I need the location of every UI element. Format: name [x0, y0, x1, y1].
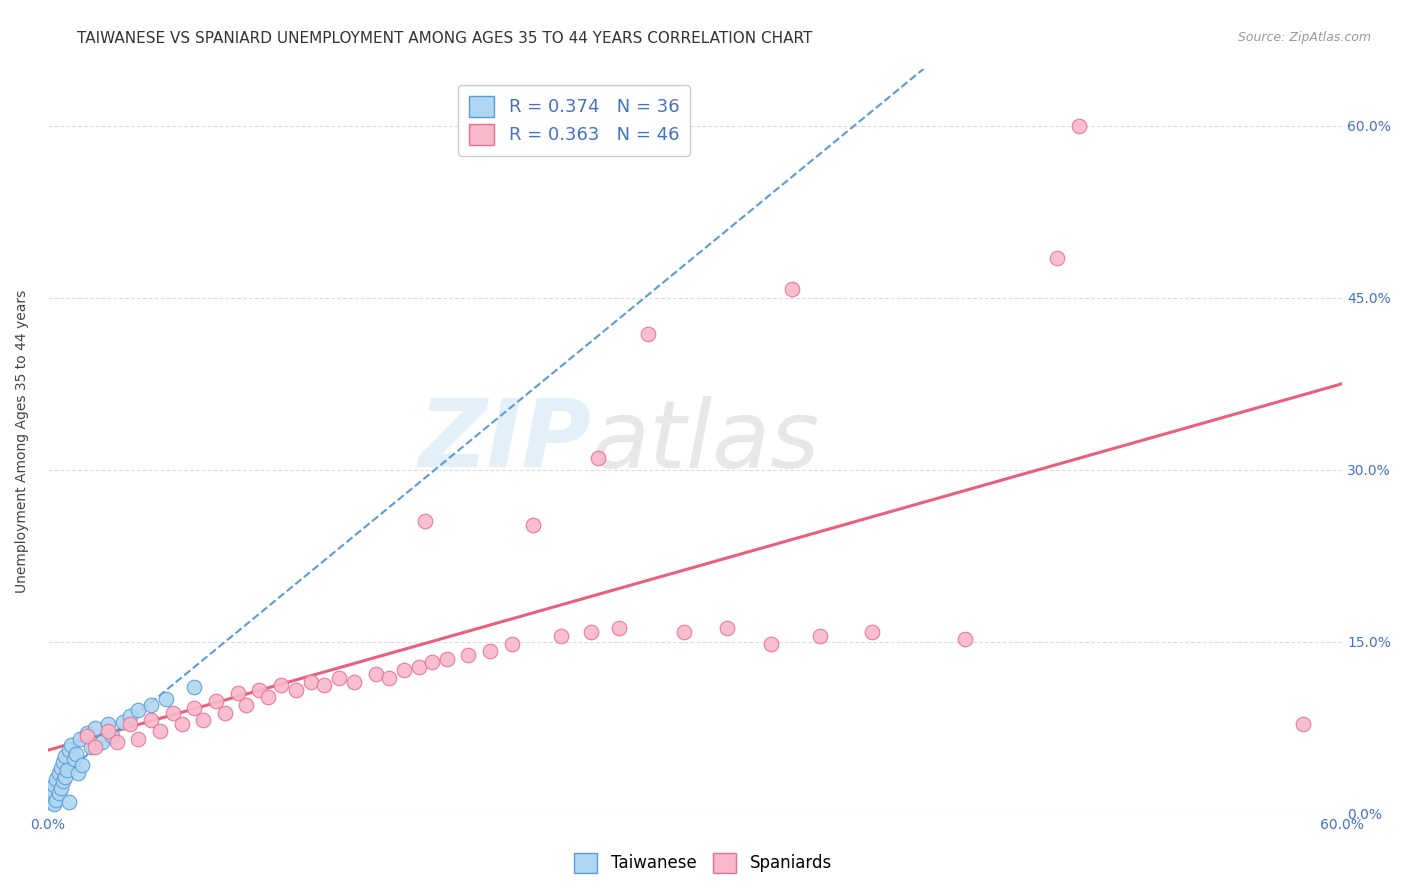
Point — [48, 786, 70, 800]
Point — [759, 637, 782, 651]
Y-axis label: Unemployment Among Ages 35 to 44 years: Unemployment Among Ages 35 to 44 years — [15, 289, 30, 592]
Text: TAIWANESE VS SPANIARD UNEMPLOYMENT AMONG AGES 35 TO 44 YEARS CORRELATION CHART: TAIWANESE VS SPANIARD UNEMPLOYMENT AMONG… — [77, 31, 813, 46]
Point — [162, 706, 184, 720]
Point — [780, 282, 803, 296]
Text: ZIP: ZIP — [419, 395, 592, 487]
Point — [97, 717, 120, 731]
Point — [60, 738, 83, 752]
Point — [80, 740, 103, 755]
Point — [38, 795, 60, 809]
Point — [284, 682, 307, 697]
Point — [52, 755, 75, 769]
Point — [377, 671, 399, 685]
Point — [501, 637, 523, 651]
Point — [226, 686, 249, 700]
Point — [1067, 119, 1090, 133]
Point — [415, 514, 437, 528]
Point — [84, 740, 107, 755]
Point — [270, 678, 292, 692]
Point — [256, 690, 278, 704]
Point — [1046, 251, 1069, 265]
Point — [1292, 717, 1315, 731]
Point — [127, 732, 149, 747]
Point — [66, 766, 89, 780]
Point — [58, 743, 80, 757]
Point — [97, 724, 120, 739]
Point — [312, 678, 335, 692]
Legend: Taiwanese, Spaniards: Taiwanese, Spaniards — [568, 847, 838, 880]
Text: atlas: atlas — [592, 395, 820, 486]
Point — [127, 703, 149, 717]
Point — [84, 721, 107, 735]
Point — [58, 795, 80, 809]
Point — [62, 751, 84, 765]
Point — [235, 698, 257, 712]
Point — [53, 770, 76, 784]
Point — [52, 774, 75, 789]
Point — [860, 625, 883, 640]
Point — [420, 655, 443, 669]
Point — [149, 724, 172, 739]
Point — [586, 451, 609, 466]
Point — [457, 648, 479, 663]
Point — [581, 625, 603, 640]
Point — [41, 783, 63, 797]
Point — [183, 701, 205, 715]
Point — [408, 660, 430, 674]
Point — [247, 682, 270, 697]
Point — [105, 735, 128, 749]
Point — [118, 717, 141, 731]
Point — [76, 729, 98, 743]
Point — [112, 714, 135, 729]
Point — [673, 625, 696, 640]
Point — [214, 706, 236, 720]
Text: Source: ZipAtlas.com: Source: ZipAtlas.com — [1237, 31, 1371, 45]
Point — [328, 671, 350, 685]
Point — [343, 674, 366, 689]
Point — [637, 327, 659, 342]
Point — [49, 781, 72, 796]
Point — [392, 663, 415, 677]
Point — [76, 726, 98, 740]
Point — [364, 666, 387, 681]
Point — [479, 644, 502, 658]
Point — [141, 713, 163, 727]
Point — [436, 652, 458, 666]
Point — [170, 717, 193, 731]
Legend: R = 0.374   N = 36, R = 0.363   N = 46: R = 0.374 N = 36, R = 0.363 N = 46 — [458, 85, 690, 155]
Point — [205, 694, 228, 708]
Point — [48, 766, 70, 780]
Point — [44, 778, 66, 792]
Point — [69, 732, 91, 747]
Point — [522, 517, 544, 532]
Point — [53, 749, 76, 764]
Point — [953, 632, 976, 647]
Point — [716, 621, 738, 635]
Point — [118, 709, 141, 723]
Point — [56, 763, 79, 777]
Point — [183, 681, 205, 695]
Point — [49, 761, 72, 775]
Point — [65, 747, 87, 761]
Point — [101, 729, 124, 743]
Point — [155, 692, 177, 706]
Point — [72, 758, 94, 772]
Point — [44, 797, 66, 812]
Point — [141, 698, 163, 712]
Point — [550, 629, 572, 643]
Point — [191, 713, 214, 727]
Point — [299, 674, 322, 689]
Point — [41, 789, 63, 804]
Point — [45, 772, 67, 786]
Point — [90, 735, 112, 749]
Point — [609, 621, 631, 635]
Point — [45, 793, 67, 807]
Point — [808, 629, 831, 643]
